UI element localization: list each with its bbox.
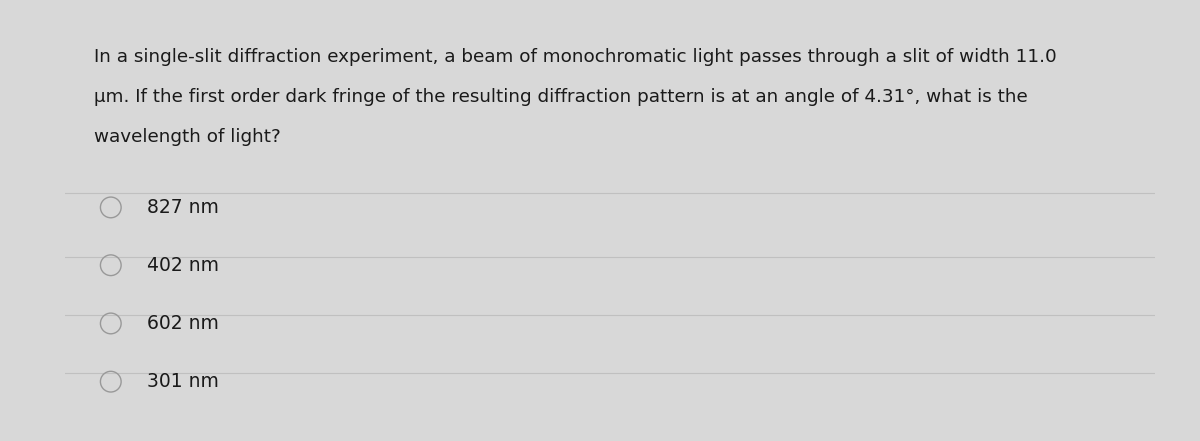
- Text: wavelength of light?: wavelength of light?: [95, 128, 281, 146]
- Text: 402 nm: 402 nm: [146, 256, 218, 275]
- Text: 602 nm: 602 nm: [146, 314, 218, 333]
- Text: 827 nm: 827 nm: [146, 198, 218, 217]
- Text: 301 nm: 301 nm: [146, 372, 218, 391]
- Text: μm. If the first order dark fringe of the resulting diffraction pattern is at an: μm. If the first order dark fringe of th…: [95, 88, 1028, 106]
- Text: In a single-slit diffraction experiment, a beam of monochromatic light passes th: In a single-slit diffraction experiment,…: [95, 48, 1057, 66]
